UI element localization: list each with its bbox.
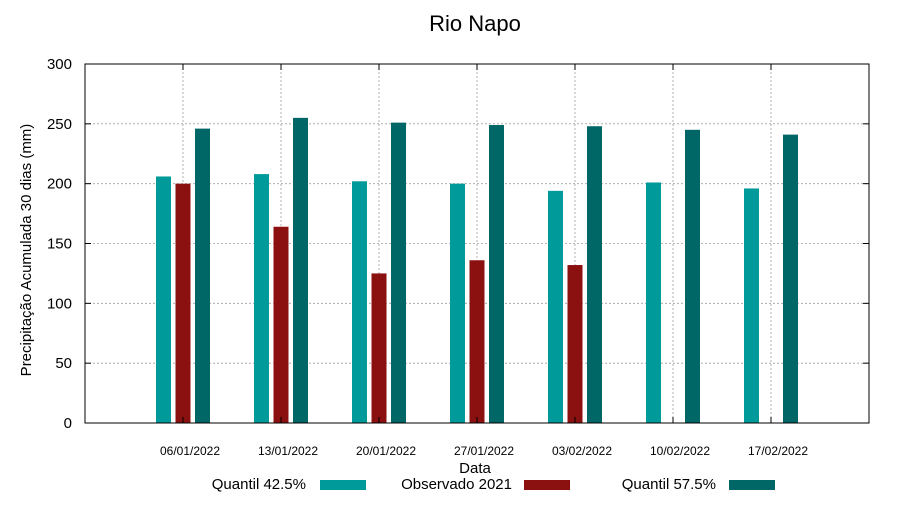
legend-swatch: [729, 480, 775, 490]
bar: [450, 183, 465, 423]
y-tick-label: 200: [47, 176, 72, 193]
legend: Quantil 42.5% Observado 2021 Quantil 57.5%: [212, 476, 775, 493]
bar: [489, 125, 504, 423]
y-axis-label: Precipitação Acumulada 30 dias (mm): [18, 124, 35, 377]
bar: [254, 174, 269, 423]
x-tick-label: 06/01/2022: [160, 444, 220, 458]
bar: [293, 117, 308, 423]
y-tick-label: 150: [47, 236, 72, 253]
legend-label: Quantil 42.5%: [212, 476, 306, 493]
bars: [156, 117, 798, 424]
bar: [391, 122, 406, 424]
x-tick-label: 13/01/2022: [258, 444, 318, 458]
x-tick-label: 20/01/2022: [356, 444, 416, 458]
y-tick-label: 100: [47, 295, 72, 312]
x-tick-label: 17/02/2022: [748, 444, 808, 458]
legend-swatch: [524, 480, 570, 490]
bar: [195, 128, 210, 423]
y-tick-label: 0: [64, 415, 72, 432]
bar: [352, 181, 367, 423]
bar: [548, 190, 563, 423]
y-tick-label: 250: [47, 116, 72, 133]
axis-ticks: 0 50 100 150 200 250 300 06/01/2022 13/01/2022 20…: [47, 56, 869, 458]
bar: [567, 265, 583, 423]
bar: [156, 176, 171, 423]
y-tick-label: 50: [55, 355, 72, 372]
bar: [587, 126, 602, 423]
bar: [783, 134, 798, 423]
y-tick-label: 300: [47, 56, 72, 73]
bar: [646, 182, 661, 423]
bar: [371, 273, 387, 423]
legend-label: Quantil 57.5%: [622, 476, 716, 493]
bar: [685, 129, 700, 424]
x-tick-label: 27/01/2022: [454, 444, 514, 458]
legend-swatch: [320, 480, 366, 490]
bar: [273, 226, 289, 423]
x-tick-label: 10/02/2022: [650, 444, 710, 458]
x-axis-label: Data: [459, 460, 491, 477]
bar: [469, 260, 485, 423]
x-tick-label: 03/02/2022: [552, 444, 612, 458]
bar: [175, 183, 191, 423]
bar: [744, 188, 759, 423]
legend-label: Observado 2021: [401, 476, 512, 493]
chart-title: Rio Napo: [429, 11, 521, 36]
